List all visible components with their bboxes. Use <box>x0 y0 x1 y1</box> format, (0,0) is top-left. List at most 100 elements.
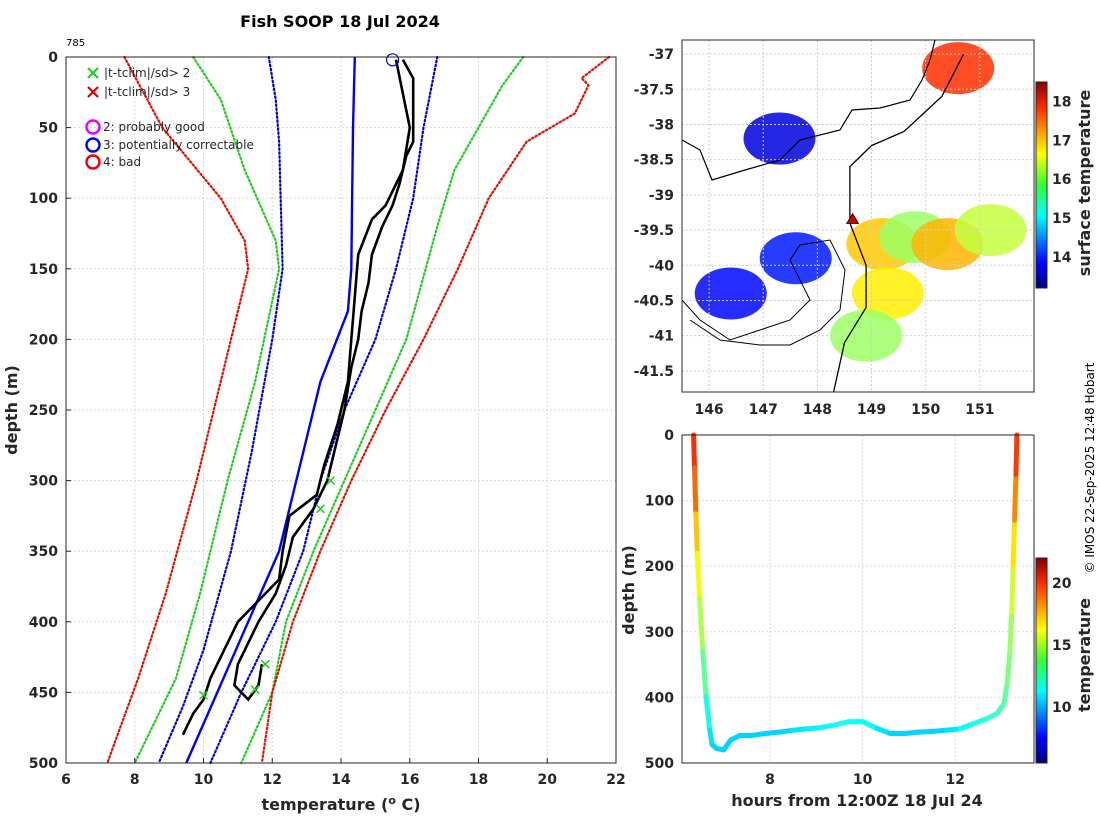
profile-location-marker <box>845 212 860 224</box>
flag-cross <box>315 504 325 514</box>
time-series-segment <box>693 511 700 556</box>
map-x-tick-label: 150 <box>911 402 940 418</box>
time-y-ticks: 0 100 200 300 400 500 <box>645 428 674 772</box>
legend-label: 4: bad <box>103 155 141 169</box>
profile-x-tick-label: 10 <box>194 772 214 788</box>
map-y-tick-label: -37.5 <box>634 82 674 98</box>
time-series-segment <box>1001 681 1010 707</box>
map-x-tick-label: 148 <box>803 402 832 418</box>
figure-title: Fish SOOP 18 Jul 2024 <box>240 12 440 31</box>
time-y-label: depth (m) <box>619 545 638 635</box>
profile-x-label: temperature (o C) <box>261 794 420 814</box>
profile-x-tick-label: 22 <box>606 772 625 788</box>
time-y-tick-label: 100 <box>645 494 674 510</box>
profile-y-ticks: 0 50 100 150 200 250 300 350 400 450 500 <box>29 50 71 772</box>
profile-id: 785 <box>66 38 85 49</box>
legend: |t-tclim|/sd> 2 |t-tclim|/sd> 3 2: probabl… <box>85 66 254 170</box>
time-x-tick-label: 8 <box>765 772 775 788</box>
flag-cross <box>250 685 260 695</box>
legend-circle-icon <box>85 154 101 170</box>
legend-label: |t-tclim|/sd> 2 <box>104 66 190 80</box>
map-colorbar-label: surface temperature <box>1075 90 1094 277</box>
time-series-segment <box>1007 609 1015 654</box>
profile-series <box>106 55 611 765</box>
profile-y-tick-label: 450 <box>29 685 58 701</box>
flag-cross <box>260 659 270 669</box>
map-y-tick-label: -39 <box>649 188 674 204</box>
time-y-tick-label: 0 <box>664 428 674 444</box>
map-colorbar-ticks: 14 15 16 17 18 <box>1052 94 1072 265</box>
profile-x-tick-label: 20 <box>538 772 558 788</box>
mainland-coastline <box>681 39 936 181</box>
time-series-segment <box>692 465 699 517</box>
time-colorbar-tick-label: 20 <box>1052 576 1072 592</box>
time-series-segment <box>700 648 709 700</box>
profile-series-5 <box>106 55 250 765</box>
time-panel: 8 10 12 0 100 200 300 400 500 hours from 12:00Z… <box>619 428 1094 810</box>
profile-y-tick-label: 500 <box>29 756 58 772</box>
ship-track <box>832 53 965 393</box>
time-x-tick-label: 10 <box>853 772 873 788</box>
time-series-segment <box>697 596 706 654</box>
map-colorbar-tick-label: 15 <box>1052 211 1071 227</box>
time-y-tick-label: 500 <box>645 756 674 772</box>
time-colorbar <box>1035 557 1048 764</box>
map-colorbar-tick-label: 14 <box>1052 250 1072 266</box>
time-series-segment <box>1009 563 1016 615</box>
profile-x-tick-label: 16 <box>400 772 419 788</box>
time-series-segment <box>860 719 880 731</box>
profile-panel: 6 8 10 12 14 16 18 20 22 0 50 100 150 200 250 300 350 40… <box>2 50 626 814</box>
profile-x-tick-label: 14 <box>331 772 351 788</box>
profile-y-label: depth (m) <box>2 365 21 455</box>
profile-x-tick-label: 18 <box>469 772 488 788</box>
map-x-ticks: 146 147 148 149 150 151 <box>694 402 994 418</box>
map-colorbar-tick-label: 18 <box>1052 94 1071 110</box>
time-colorbar-tick-label: 15 <box>1052 638 1071 654</box>
map-y-tick-label: -41 <box>649 329 674 345</box>
profile-y-tick-label: 400 <box>29 615 58 631</box>
sst-patch <box>851 267 924 320</box>
map-x-tick-label: 147 <box>749 402 778 418</box>
profile-y-tick-label: 0 <box>48 50 58 66</box>
profile-x-tick-label: 6 <box>61 772 71 788</box>
map-y-tick-label: -39.5 <box>634 223 674 239</box>
map-panel: 146 147 148 149 150 151 -37-37.5-38-38.5-39-3… <box>634 39 1094 418</box>
time-axes-background <box>682 435 1034 763</box>
profile-x-tick-label: 8 <box>130 772 140 788</box>
legend-cross-icon <box>87 67 99 79</box>
legend-cross-icon <box>87 86 99 98</box>
time-y-tick-label: 300 <box>645 625 674 641</box>
legend-circle-icon <box>85 137 101 153</box>
map-y-tick-label: -40.5 <box>634 293 674 309</box>
map-y-tick-label: -41.5 <box>634 364 674 380</box>
map-x-tick-label: 149 <box>857 402 886 418</box>
flag-circle <box>385 53 400 67</box>
time-series-segment <box>1010 517 1018 569</box>
profile-y-tick-label: 50 <box>39 121 59 137</box>
profile-series-3 <box>133 55 281 765</box>
legend-label: 2: probably good <box>103 120 205 134</box>
time-axes-box <box>681 434 1035 764</box>
sst-patch <box>759 232 832 285</box>
map-axes-box <box>681 39 1035 393</box>
time-colorbar-ticks: 10 15 20 <box>1052 576 1072 716</box>
sst-patch <box>743 112 816 165</box>
sst-patch <box>694 267 767 320</box>
profile-y-tick-label: 150 <box>29 262 58 278</box>
map-colorbar-tick-label: 16 <box>1052 172 1071 188</box>
time-series-segment <box>694 550 703 602</box>
profile-y-tick-label: 300 <box>29 474 58 490</box>
profile-y-tick-label: 200 <box>29 332 58 348</box>
map-y-tick-label: -38.5 <box>634 153 674 169</box>
map-x-tick-label: 151 <box>965 402 994 418</box>
legend-label: 3: potentially correctable <box>103 138 254 152</box>
map-y-ticks: -37 -37.5 -38 -38.5 -39 -39.5 -40 -40.5 -41 -41.5 <box>634 47 675 380</box>
time-x-tick-label: 12 <box>946 772 965 788</box>
profile-y-tick-label: 350 <box>29 544 58 560</box>
credit-text: © IMOS 22-Sep-2025 12:48 Hobart <box>1083 362 1097 573</box>
legend-label: |t-tclim|/sd> 3 <box>104 85 190 99</box>
time-y-tick-label: 400 <box>645 690 674 706</box>
legend-circle-icon <box>85 119 101 135</box>
flag-cross <box>198 690 209 700</box>
